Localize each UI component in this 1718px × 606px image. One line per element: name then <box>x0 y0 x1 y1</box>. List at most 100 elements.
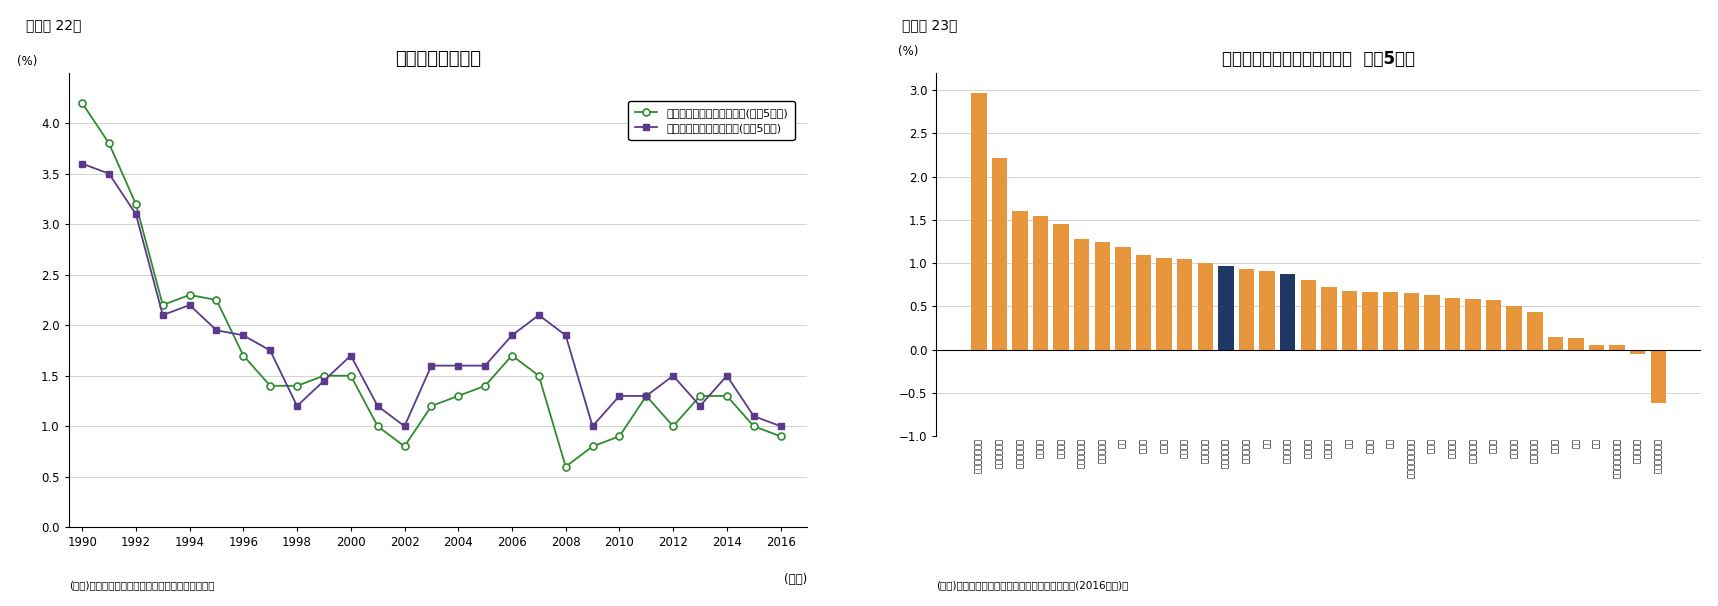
Bar <box>1527 311 1543 350</box>
業界需要の期待実質成長率(今後5年間) <box>529 372 550 379</box>
Bar <box>1424 295 1440 350</box>
わが国の期待実質成長率(今後5年間) <box>98 170 119 178</box>
わが国の期待実質成長率(今後5年間) <box>421 362 442 369</box>
わが国の期待実質成長率(今後5年間) <box>259 347 280 354</box>
Bar <box>1486 301 1502 350</box>
業界需要の期待実質成長率(今後5年間) <box>663 422 684 430</box>
わが国の期待実質成長率(今後5年間) <box>689 402 710 410</box>
Bar <box>1342 291 1357 350</box>
わが国の期待実質成長率(今後5年間) <box>153 311 174 319</box>
Text: (%): (%) <box>899 45 919 58</box>
Bar <box>1136 255 1151 350</box>
Bar <box>1239 269 1254 350</box>
業界需要の期待実質成長率(今後5年間) <box>770 433 790 440</box>
業界需要の期待実質成長率(今後5年間) <box>421 402 442 410</box>
わが国の期待実質成長率(今後5年間) <box>502 331 522 339</box>
Bar <box>1301 279 1316 350</box>
わが国の期待実質成長率(今後5年間) <box>179 301 199 308</box>
わが国の期待実質成長率(今後5年間) <box>636 392 656 399</box>
業界需要の期待実質成長率(今後5年間) <box>448 392 469 399</box>
Bar <box>1569 338 1584 350</box>
Legend: 業界需要の期待実質成長率(今後5年間), わが国の期待実質成長率(今後5年間): 業界需要の期待実質成長率(今後5年間), わが国の期待実質成長率(今後5年間) <box>629 101 794 140</box>
わが国の期待実質成長率(今後5年間) <box>72 160 93 167</box>
わが国の期待実質成長率(今後5年間) <box>340 352 361 359</box>
わが国の期待実質成長率(今後5年間) <box>474 362 495 369</box>
業界需要の期待実質成長率(今後5年間) <box>474 382 495 390</box>
業界需要の期待実質成長率(今後5年間) <box>98 140 119 147</box>
Bar <box>1280 273 1295 350</box>
業界需要の期待実質成長率(今後5年間) <box>259 382 280 390</box>
Bar <box>1404 293 1419 350</box>
わが国の期待実質成長率(今後5年間) <box>770 422 790 430</box>
Text: (資料)内閣府「企業行動に関するアンケート調査(2016年度)」: (資料)内閣府「企業行動に関するアンケート調査(2016年度)」 <box>936 580 1129 590</box>
Bar <box>1651 350 1666 404</box>
Bar <box>1465 299 1481 350</box>
Bar <box>1507 305 1522 350</box>
わが国の期待実質成長率(今後5年間) <box>744 413 765 420</box>
Text: （図表 23）: （図表 23） <box>902 18 957 32</box>
業界需要の期待実質成長率(今後5年間) <box>744 422 765 430</box>
Bar <box>1445 298 1460 350</box>
業界需要の期待実質成長率(今後5年間) <box>716 392 737 399</box>
Bar <box>1156 258 1172 350</box>
Bar <box>971 93 986 350</box>
わが国の期待実質成長率(今後5年間) <box>663 372 684 379</box>
Bar <box>1259 271 1275 350</box>
業界需要の期待実質成長率(今後5年間) <box>72 99 93 107</box>
Text: (%): (%) <box>17 55 38 68</box>
わが国の期待実質成長率(今後5年間) <box>393 422 414 430</box>
Bar <box>1177 259 1192 350</box>
わが国の期待実質成長率(今後5年間) <box>555 331 576 339</box>
業界需要の期待実質成長率(今後5年間) <box>636 392 656 399</box>
業界需要の期待実質成長率(今後5年間) <box>179 291 199 299</box>
わが国の期待実質成長率(今後5年間) <box>206 327 227 334</box>
わが国の期待実質成長率(今後5年間) <box>368 402 388 410</box>
Line: 業界需要の期待実質成長率(今後5年間): 業界需要の期待実質成長率(今後5年間) <box>79 99 783 470</box>
わが国の期待実質成長率(今後5年間) <box>314 377 335 384</box>
Bar <box>1321 287 1337 350</box>
業界需要の期待実質成長率(今後5年間) <box>368 422 388 430</box>
業界需要の期待実質成長率(今後5年間) <box>153 301 174 308</box>
Bar <box>1630 350 1646 354</box>
Bar <box>1589 345 1605 350</box>
Text: （図表 22）: （図表 22） <box>26 18 81 32</box>
Bar <box>991 158 1007 350</box>
Bar <box>1033 216 1048 350</box>
業界需要の期待実質成長率(今後5年間) <box>234 352 254 359</box>
Bar <box>1197 263 1213 350</box>
わが国の期待実質成長率(今後5年間) <box>234 331 254 339</box>
わが国の期待実質成長率(今後5年間) <box>448 362 469 369</box>
わが国の期待実質成長率(今後5年間) <box>610 392 631 399</box>
Bar <box>1012 211 1027 350</box>
業界需要の期待実質成長率(今後5年間) <box>314 372 335 379</box>
わが国の期待実質成長率(今後5年間) <box>529 311 550 319</box>
Title: 業界需要の実質成長率見通し  今後5年間: 業界需要の実質成長率見通し 今後5年間 <box>1221 50 1416 68</box>
Bar <box>1383 291 1398 350</box>
Bar <box>1053 224 1069 350</box>
Title: 企業の期待成長率: 企業の期待成長率 <box>395 50 481 68</box>
わが国の期待実質成長率(今後5年間) <box>582 422 603 430</box>
業界需要の期待実質成長率(今後5年間) <box>555 463 576 470</box>
Bar <box>1074 239 1089 350</box>
業界需要の期待実質成長率(今後5年間) <box>689 392 710 399</box>
業界需要の期待実質成長率(今後5年間) <box>393 443 414 450</box>
業界需要の期待実質成長率(今後5年間) <box>340 372 361 379</box>
わが国の期待実質成長率(今後5年間) <box>287 402 308 410</box>
Bar <box>1094 242 1110 350</box>
業界需要の期待実質成長率(今後5年間) <box>610 433 631 440</box>
業界需要の期待実質成長率(今後5年間) <box>125 201 146 208</box>
わが国の期待実質成長率(今後5年間) <box>716 372 737 379</box>
Bar <box>1548 337 1563 350</box>
わが国の期待実質成長率(今後5年間) <box>125 210 146 218</box>
Bar <box>1362 291 1378 350</box>
業界需要の期待実質成長率(今後5年間) <box>287 382 308 390</box>
Text: (年度): (年度) <box>783 573 807 585</box>
Bar <box>1610 345 1625 350</box>
Bar <box>1218 266 1234 350</box>
Text: (資料)内閣府「企業行動に関するアンケート調査」: (資料)内閣府「企業行動に関するアンケート調査」 <box>69 580 215 590</box>
Bar <box>1115 247 1130 350</box>
業界需要の期待実質成長率(今後5年間) <box>582 443 603 450</box>
業界需要の期待実質成長率(今後5年間) <box>502 352 522 359</box>
業界需要の期待実質成長率(今後5年間) <box>206 296 227 304</box>
Line: わが国の期待実質成長率(今後5年間): わが国の期待実質成長率(今後5年間) <box>79 160 783 430</box>
